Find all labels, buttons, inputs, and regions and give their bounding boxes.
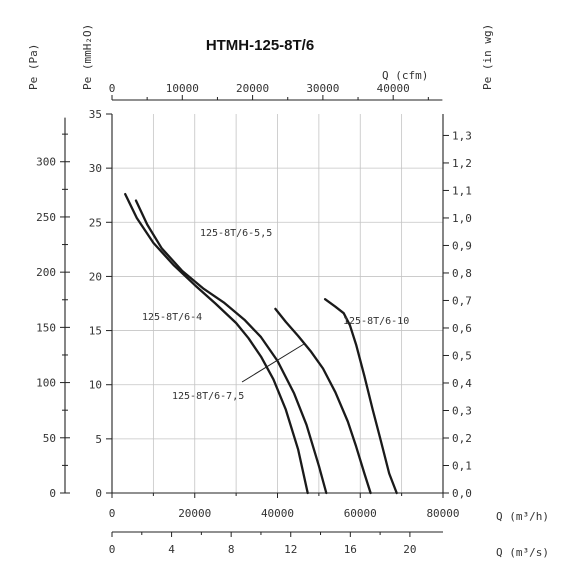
inwg-tick-label: 0,3 — [452, 404, 472, 417]
axes — [60, 95, 449, 537]
mmh2o-tick-label: 5 — [95, 433, 102, 446]
cfm-tick-label: 40000 — [377, 82, 410, 95]
bottom-m3s-axis-label: Q (m³/s) — [496, 546, 549, 559]
mmh2o-tick-label: 10 — [89, 379, 102, 392]
cfm-tick-label: 30000 — [306, 82, 339, 95]
curve-125-8t-6-4 — [124, 192, 309, 495]
bottom-m3h-axis-label: Q (m³/h) — [496, 510, 549, 523]
series-label-7-5: 125-8T/6-7,5 — [172, 391, 244, 402]
inwg-tick-label: 0,6 — [452, 322, 472, 335]
chart-title: HTMH-125-8T/6 — [206, 37, 314, 54]
pa-tick-label: 100 — [36, 377, 56, 390]
right-inwg-axis-label: Pe (in wg) — [481, 24, 494, 90]
m3h-tick-label: 0 — [109, 507, 116, 520]
pa-tick-label: 200 — [36, 266, 56, 279]
cfm-tick-label: 10000 — [166, 82, 199, 95]
m3s-tick-label: 12 — [284, 543, 297, 556]
pa-tick-label: 250 — [36, 211, 56, 224]
m3h-tick-label: 20000 — [178, 507, 211, 520]
pa-tick-label: 300 — [36, 156, 56, 169]
inwg-tick-label: 1,2 — [452, 157, 472, 170]
inwg-tick-label: 1,3 — [452, 129, 472, 142]
mmh2o-tick-label: 35 — [89, 108, 102, 121]
mmh2o-tick-label: 0 — [95, 487, 102, 500]
m3h-tick-label: 60000 — [344, 507, 377, 520]
inwg-tick-label: 0,5 — [452, 349, 472, 362]
inwg-tick-label: 0,4 — [452, 377, 472, 390]
series-label-10: 125-8T/6-10 — [343, 316, 409, 327]
series-label-5-5: 125-8T/6-5,5 — [200, 228, 272, 239]
m3h-tick-label: 40000 — [261, 507, 294, 520]
inwg-tick-label: 0,0 — [452, 487, 472, 500]
series-label-4: 125-8T/6-4 — [142, 312, 202, 323]
cfm-tick-label: 0 — [109, 82, 116, 95]
m3h-tick-label: 80000 — [426, 507, 459, 520]
pa-tick-label: 150 — [36, 321, 56, 334]
performance-curves — [124, 192, 398, 495]
inwg-tick-label: 1,0 — [452, 212, 472, 225]
cfm-tick-label: 20000 — [236, 82, 269, 95]
inwg-tick-label: 0,1 — [452, 459, 472, 472]
inwg-tick-label: 0,2 — [452, 432, 472, 445]
tick-labels: 051015202530350501001502002503000,00,10,… — [36, 82, 472, 556]
m3s-tick-label: 20 — [403, 543, 416, 556]
inwg-tick-label: 0,9 — [452, 239, 472, 252]
mmh2o-tick-label: 20 — [89, 270, 102, 283]
curve-125-8t-6-10 — [323, 298, 398, 495]
inwg-tick-label: 0,8 — [452, 267, 472, 280]
pa-tick-label: 0 — [49, 487, 56, 500]
series-label-7-5-leader — [241, 343, 305, 383]
mmh2o-tick-label: 15 — [89, 325, 102, 338]
pa-tick-label: 50 — [43, 432, 56, 445]
mmh2o-tick-label: 30 — [89, 162, 102, 175]
m3s-tick-label: 0 — [109, 543, 116, 556]
curve-125-8t-6-7-5 — [274, 307, 372, 495]
inwg-tick-label: 0,7 — [452, 294, 472, 307]
curve-125-8t-6-5-5 — [134, 199, 328, 495]
mmh2o-tick-label: 25 — [89, 216, 102, 229]
m3s-tick-label: 4 — [168, 543, 175, 556]
inwg-tick-label: 1,1 — [452, 184, 472, 197]
left-mmh2o-axis-label: Pe (mmH₂O) — [81, 24, 94, 90]
left-pa-axis-label: Pe (Pa) — [27, 44, 40, 90]
top-cfm-axis-label: Q (cfm) — [382, 69, 428, 82]
m3s-tick-label: 16 — [344, 543, 357, 556]
grid-lines — [112, 114, 443, 493]
m3s-tick-label: 8 — [228, 543, 235, 556]
